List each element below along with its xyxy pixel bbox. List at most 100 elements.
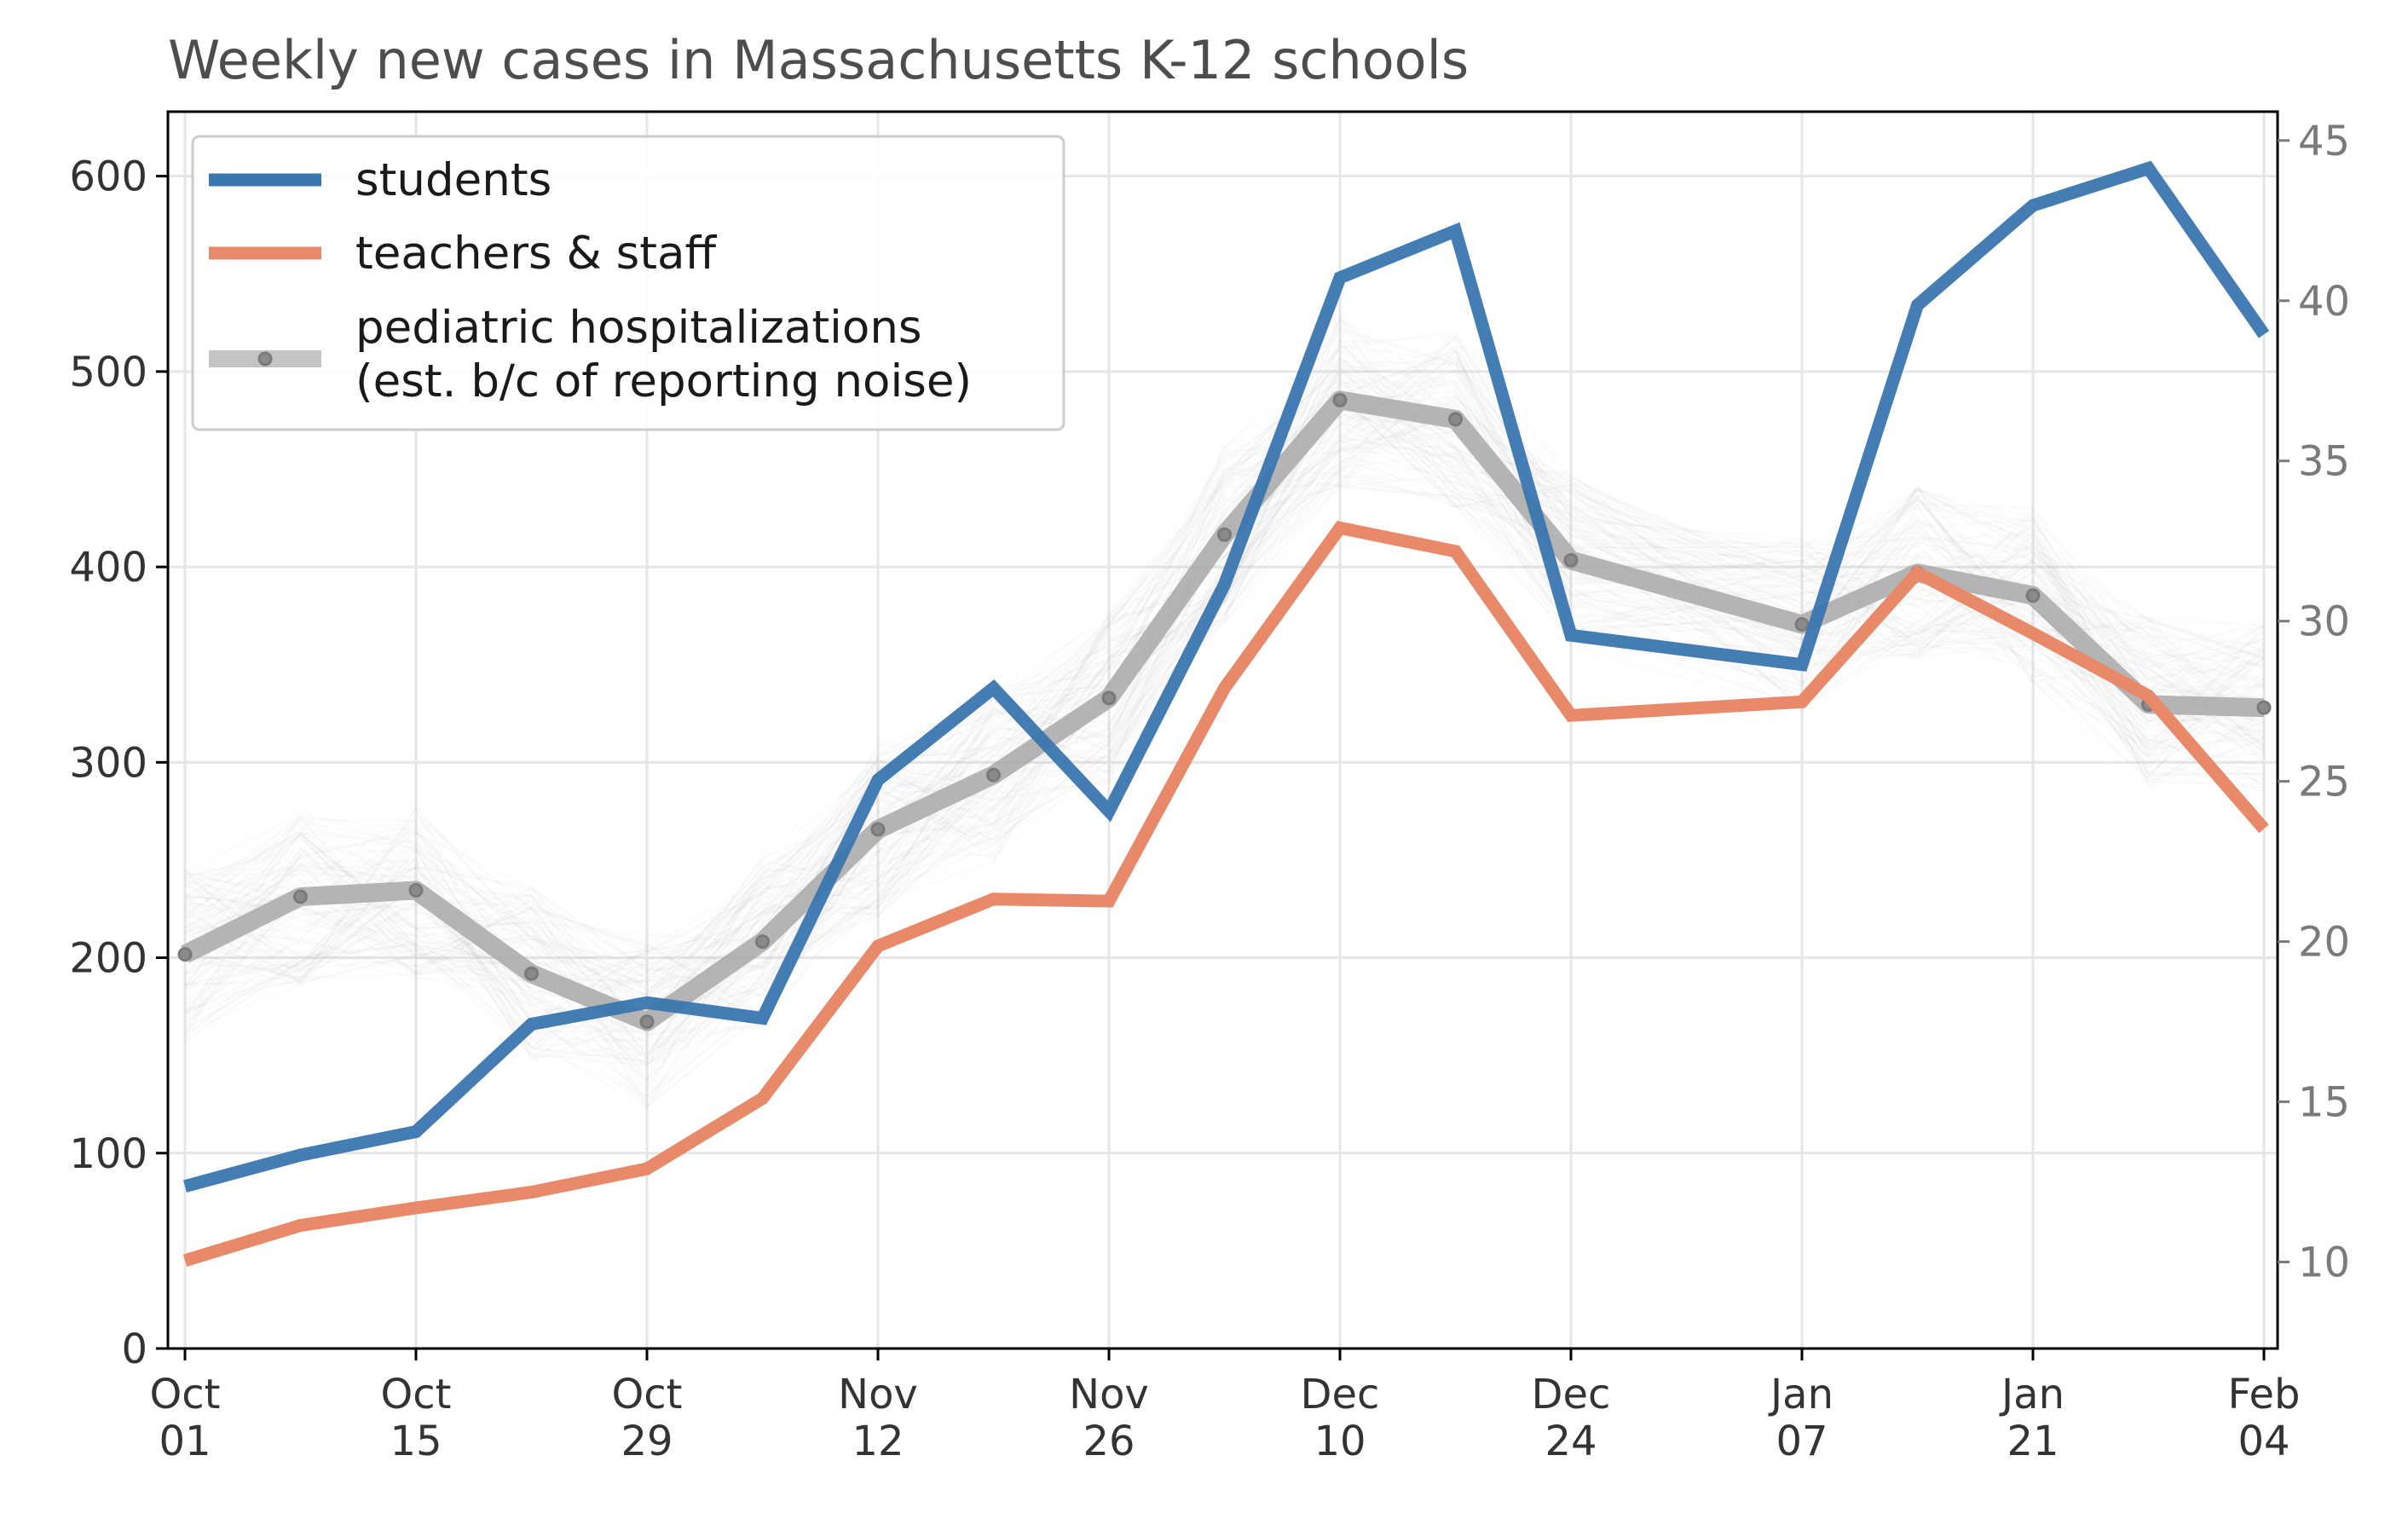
hospitalization-noise-trace	[184, 367, 2265, 1098]
hospitalization-noise-trace	[184, 361, 2265, 1025]
hospitalization-noise-trace	[184, 401, 2265, 1021]
legend-box	[191, 135, 1065, 431]
y-right-tick-label: 15	[2298, 1079, 2350, 1127]
y-left-tick-label: 200	[69, 935, 147, 983]
hospitalization-noise-trace	[184, 358, 2265, 1055]
y-right-tick-label: 30	[2298, 598, 2350, 646]
hospitalization-noise-trace	[184, 384, 2265, 944]
legend-hospitalizations-label-line2: (est. b/c of reporting noise)	[355, 355, 972, 407]
hospitalization-noise-trace	[184, 329, 2265, 1023]
x-tick-label-month: Dec	[1532, 1371, 1611, 1418]
x-tick-label-month: Dec	[1301, 1371, 1380, 1418]
hospitalization-noise-trace	[184, 413, 2265, 982]
hospitalization-noise-trace	[184, 401, 2265, 1025]
hospitalization-point	[986, 767, 1001, 783]
hospitalization-noise-trace	[184, 363, 2265, 1034]
hospitalization-noise-trace	[184, 436, 2265, 1035]
chart-title: Weekly new cases in Massachusetts K-12 s…	[168, 29, 1469, 91]
hospitalization-noise-trace	[184, 326, 2265, 1018]
x-tick-label-day: 01	[159, 1418, 211, 1465]
hospitalization-noise-trace	[184, 405, 2265, 953]
hospitalization-point	[2025, 588, 2041, 604]
x-tick-label-month: Oct	[381, 1371, 452, 1418]
hospitalization-noise-trace	[184, 434, 2265, 1033]
hospitalization-noise-trace	[184, 400, 2265, 1065]
x-tick-label-month: Jan	[1768, 1371, 1833, 1418]
series-layer	[177, 160, 2272, 1267]
hospitalization-noise-trace	[184, 344, 2265, 984]
hospitalization-noise-trace	[184, 338, 2265, 1062]
y-right-tick-label: 25	[2298, 759, 2350, 806]
axes: Oct01Oct15Oct29Nov12Nov26Dec10Dec24Jan07…	[69, 118, 2350, 1465]
hospitalization-point	[524, 966, 539, 981]
hospitalization-noise-trace	[184, 368, 2265, 949]
x-tick-label-day: 24	[1545, 1418, 1597, 1465]
x-tick-label-day: 21	[2007, 1418, 2059, 1465]
hospitalization-noise-trace	[184, 407, 2265, 1081]
legend-students-label: students	[355, 154, 551, 206]
hospitalization-noise-trace	[184, 468, 2265, 1043]
legend-teachers-label: teachers & staff	[355, 228, 718, 280]
hospitalization-noise-trace	[184, 364, 2265, 1071]
hospitalization-point	[2256, 700, 2272, 715]
hospitalization-noise-trace	[184, 317, 2265, 1033]
hospitalization-noise-trace	[184, 360, 2265, 1108]
hospitalization-point	[1217, 527, 1232, 542]
x-tick-label-month: Feb	[2228, 1371, 2301, 1418]
y-left-tick-label: 400	[69, 544, 147, 592]
y-left-tick-label: 500	[69, 349, 147, 396]
hospitalization-point	[1448, 412, 1463, 427]
hospitalization-noise-trace	[184, 379, 2265, 980]
hospitalization-noise-trace	[184, 422, 2265, 1048]
hospitalization-noise-trace	[184, 393, 2265, 1038]
legend: students teachers & staff pediatric hospit…	[191, 135, 1065, 431]
hospitalization-noise-trace	[184, 361, 2265, 1060]
hospitalization-noise-trace	[184, 411, 2265, 1023]
hospitalization-noise-trace	[184, 417, 2265, 1048]
x-tick-label-day: 15	[390, 1418, 442, 1465]
hospitalization-noise-trace	[184, 345, 2265, 1059]
hospitalization-noise-trace	[184, 414, 2265, 1030]
hospitalization-noise-trace	[184, 418, 2265, 1092]
hospitalization-point	[639, 1014, 655, 1030]
hospitalization-noise-trace	[184, 357, 2265, 973]
x-tick-label-day: 29	[621, 1418, 673, 1465]
y-right-tick-label: 45	[2298, 118, 2350, 165]
x-tick-label-day: 07	[1776, 1418, 1828, 1465]
plot-frame	[166, 110, 2279, 1350]
legend-hospitalizations-label-line1: pediatric hospitalizations	[355, 302, 922, 354]
hospitalization-noise-trace	[184, 393, 2265, 1059]
hospitalization-noise-trace	[184, 377, 2265, 1089]
hospitalization-point	[177, 947, 193, 962]
legend-hospitalizations-marker	[257, 351, 273, 367]
x-tick-label-day: 10	[1314, 1418, 1366, 1465]
x-tick-label-month: Oct	[612, 1371, 683, 1418]
students-line	[183, 160, 2270, 1193]
x-tick-label-month: Oct	[150, 1371, 221, 1418]
x-tick-label-month: Nov	[1069, 1371, 1149, 1418]
hospitalization-point	[1101, 690, 1117, 706]
hospitalization-point	[755, 934, 770, 950]
hospitalization-noise-trace	[184, 355, 2265, 1058]
y-left-tick-label: 100	[69, 1130, 147, 1178]
hospitalization-noise-trace	[184, 332, 2265, 1103]
hospitalization-noise-trace	[184, 331, 2265, 1039]
y-left-tick-label: 300	[69, 739, 147, 787]
x-tick-label-month: Nov	[838, 1371, 918, 1418]
y-left-tick-label: 600	[69, 153, 147, 201]
hospitalization-noise-trace	[184, 336, 2265, 997]
hospitalization-point	[408, 882, 424, 898]
x-tick-label-day: 12	[852, 1418, 904, 1465]
hospitalization-noise-trace	[184, 349, 2265, 1004]
hospitalization-noise-trace	[184, 349, 2265, 1081]
x-tick-label-month: Jan	[1999, 1371, 2064, 1418]
y-left-tick-label: 0	[121, 1326, 147, 1373]
hospitalization-noise-trace	[184, 387, 2265, 1040]
hospitalization-noise-trace	[184, 349, 2265, 1107]
y-right-tick-label: 35	[2298, 438, 2350, 486]
hospitalization-noise-trace	[184, 430, 2265, 1063]
hospitalization-noise-trace	[184, 346, 2265, 983]
hospitalization-noise-trace	[184, 371, 2265, 1014]
x-tick-label-day: 04	[2238, 1418, 2290, 1465]
